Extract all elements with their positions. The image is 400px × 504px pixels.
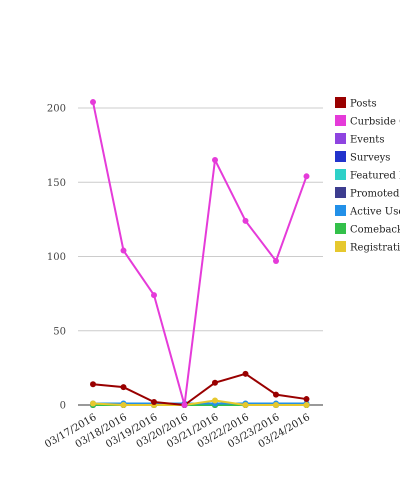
data-point[interactable] [212,156,218,163]
legend-swatch [335,151,346,162]
legend-item[interactable]: Events [335,133,384,146]
data-point[interactable] [151,399,157,406]
data-point[interactable] [273,402,279,408]
legend-swatch [335,223,346,234]
legend-swatch [335,169,346,180]
legend-item[interactable]: Featured Ite [335,169,400,182]
data-point[interactable] [120,384,127,391]
legend-label: Posts [350,99,377,110]
legend-label: Events [350,135,384,146]
legend-swatch [335,97,346,108]
legend-item[interactable]: Registration [335,241,400,254]
legend-label: Registration [350,243,400,254]
series-line [92,399,307,406]
legend-item[interactable]: Surveys [335,151,390,164]
legend-swatch [335,205,346,216]
data-point[interactable] [303,173,310,180]
legend-label: Featured Ite [350,171,400,182]
legend-item[interactable]: Curbside C [335,115,400,128]
legend-swatch [335,115,346,126]
data-point[interactable] [212,379,218,386]
legend-swatch [335,241,346,252]
data-point[interactable] [273,391,279,398]
legend-label: Curbside C [350,117,400,128]
data-point[interactable] [90,400,96,407]
data-point[interactable] [303,402,310,408]
data-point[interactable] [242,217,249,224]
legend-label: Comeback [350,225,400,236]
data-point[interactable] [151,292,157,299]
legend-swatch [335,133,346,144]
data-point[interactable] [181,402,188,408]
y-tick-label: 0 [60,401,66,412]
x-axis: 03/17/201603/18/201603/19/201603/20/2016… [43,412,312,450]
legend-swatch [335,187,346,198]
series-group [90,99,310,408]
legend: Posts Curbside C Events Surveys Featured Ite… [335,97,400,254]
series-posts [90,370,310,408]
data-point[interactable] [120,402,127,408]
gridlines [78,107,323,406]
legend-label: Surveys [350,153,390,164]
legend-item[interactable]: Comeback [335,223,400,236]
data-point[interactable] [242,402,249,408]
data-point[interactable] [212,397,218,404]
legend-item[interactable]: Promoted P [335,187,400,200]
data-point[interactable] [90,99,96,106]
y-axis: 0 50 100 150 200 [47,104,66,412]
legend-label: Active User [349,207,400,218]
legend-item[interactable]: Posts [335,97,377,110]
legend-item[interactable]: Active User [335,205,400,218]
y-tick-label: 150 [47,178,66,189]
series-line [92,372,307,406]
y-tick-label: 50 [53,326,66,337]
series-curbside-c [90,99,310,408]
data-point[interactable] [303,396,310,403]
data-point[interactable] [120,247,127,254]
y-tick-label: 200 [47,104,66,115]
series-line [92,101,308,406]
data-point[interactable] [273,257,279,264]
data-point[interactable] [90,381,96,388]
legend-label: Promoted P [350,189,400,200]
y-tick-label: 100 [47,252,66,263]
series-registration [90,397,310,408]
data-point[interactable] [242,370,249,377]
